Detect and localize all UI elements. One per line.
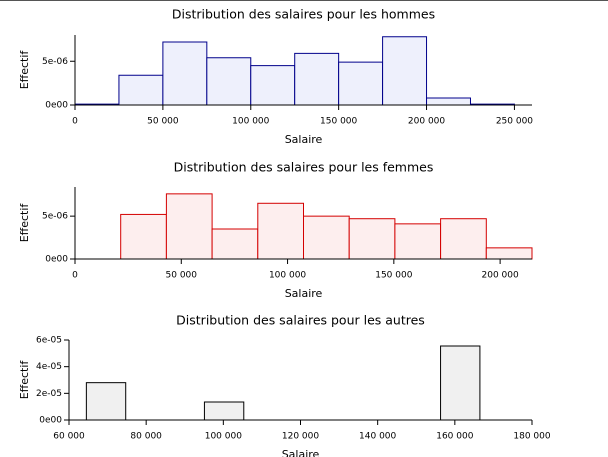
bar bbox=[294, 52, 340, 106]
x-tick-label: 100 000 bbox=[232, 117, 269, 127]
bar bbox=[85, 382, 127, 421]
x-tick-label: 200 000 bbox=[482, 271, 519, 281]
y-tick-label: 0e00 bbox=[45, 101, 68, 111]
y-axis-label: Effectif bbox=[18, 203, 31, 243]
bar bbox=[485, 247, 533, 260]
x-axis-label: Salaire bbox=[282, 448, 320, 457]
bar bbox=[303, 215, 350, 260]
bar bbox=[203, 401, 245, 421]
bar bbox=[206, 57, 252, 106]
y-tick-label: 6e-05 bbox=[36, 336, 62, 346]
x-tick-label: 200 000 bbox=[408, 117, 445, 127]
y-tick-label: 5e-06 bbox=[42, 212, 68, 222]
chart-title: Distribution des salaires pour les femme… bbox=[174, 160, 434, 175]
x-tick-label: 250 000 bbox=[496, 117, 533, 127]
bar bbox=[394, 223, 442, 260]
y-tick-label: 2e-05 bbox=[36, 389, 62, 399]
bar bbox=[120, 213, 167, 260]
x-axis-label: Salaire bbox=[285, 287, 323, 300]
bar bbox=[440, 218, 487, 260]
bar bbox=[426, 97, 471, 106]
y-axis-label: Effectif bbox=[18, 360, 31, 400]
x-tick-label: 150 000 bbox=[375, 271, 412, 281]
bar bbox=[165, 193, 213, 260]
bar bbox=[348, 218, 396, 260]
chart-title: Distribution des salaires pour les homme… bbox=[172, 7, 435, 22]
bar bbox=[440, 345, 481, 421]
bar bbox=[211, 228, 259, 260]
y-tick-label: 0e00 bbox=[45, 255, 68, 265]
y-tick-label: 4e-05 bbox=[36, 362, 62, 372]
bar bbox=[257, 202, 304, 260]
y-axis-label: Effectif bbox=[18, 50, 31, 90]
x-tick-label: 120 000 bbox=[282, 432, 319, 442]
x-tick-label: 0 bbox=[72, 271, 78, 281]
x-tick-label: 100 000 bbox=[269, 271, 306, 281]
x-tick-label: 100 000 bbox=[205, 432, 242, 442]
bar bbox=[382, 36, 428, 106]
bar bbox=[250, 65, 296, 106]
chart-title: Distribution des salaires pour les autre… bbox=[176, 313, 425, 328]
x-tick-label: 160 000 bbox=[436, 432, 473, 442]
x-tick-label: 80 000 bbox=[130, 432, 162, 442]
x-tick-label: 0 bbox=[72, 117, 78, 127]
x-tick-label: 60 000 bbox=[53, 432, 85, 442]
x-axis-label: Salaire bbox=[285, 133, 323, 146]
x-tick-label: 150 000 bbox=[320, 117, 357, 127]
bar bbox=[338, 61, 384, 106]
x-tick-label: 50 000 bbox=[166, 271, 198, 281]
y-tick-label: 5e-06 bbox=[42, 57, 68, 67]
bar bbox=[162, 41, 208, 106]
bar bbox=[118, 74, 164, 106]
x-tick-label: 50 000 bbox=[147, 117, 179, 127]
y-tick-label: 0e00 bbox=[39, 416, 62, 426]
x-tick-label: 140 000 bbox=[359, 432, 396, 442]
x-tick-label: 180 000 bbox=[513, 432, 550, 442]
